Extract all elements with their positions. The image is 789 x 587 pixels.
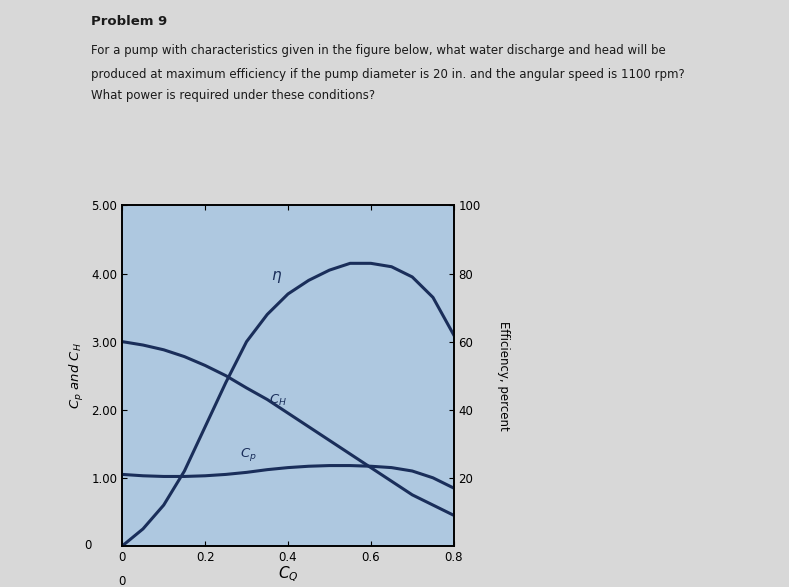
Y-axis label: Efficiency, percent: Efficiency, percent bbox=[497, 321, 510, 430]
Text: $C_H$: $C_H$ bbox=[269, 393, 287, 409]
Text: What power is required under these conditions?: What power is required under these condi… bbox=[91, 89, 375, 102]
Text: Problem 9: Problem 9 bbox=[91, 15, 167, 28]
X-axis label: $C_Q$: $C_Q$ bbox=[278, 565, 298, 585]
Text: For a pump with characteristics given in the figure below, what water discharge : For a pump with characteristics given in… bbox=[91, 44, 665, 57]
Text: $\eta$: $\eta$ bbox=[271, 269, 282, 285]
Y-axis label: $C_p$ and $C_H$: $C_p$ and $C_H$ bbox=[68, 342, 86, 409]
Text: produced at maximum efficiency if the pump diameter is 20 in. and the angular sp: produced at maximum efficiency if the pu… bbox=[91, 68, 685, 80]
Text: 0: 0 bbox=[118, 575, 126, 587]
Text: 0: 0 bbox=[84, 539, 92, 552]
Text: $C_p$: $C_p$ bbox=[241, 447, 257, 464]
